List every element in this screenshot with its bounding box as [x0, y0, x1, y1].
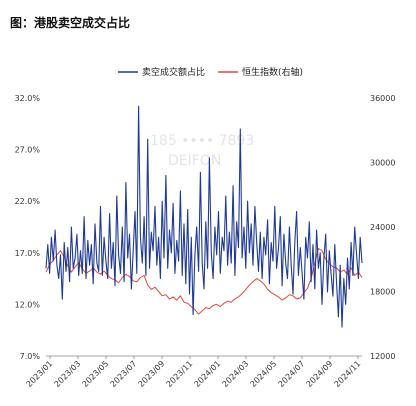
y-left-tick-label: 17.0%: [15, 249, 41, 258]
x-tick-label: 2023/09: [137, 359, 167, 389]
legend: 卖空成交额占比 恒生指数(右轴): [118, 66, 303, 78]
legend-label: 卖空成交额占比: [142, 66, 205, 78]
y-left-tick-label: 32.0%: [15, 94, 41, 103]
y-right-tick-label: 36000: [370, 94, 395, 103]
legend-label: 恒生指数(右轴): [242, 66, 303, 78]
y-right-tick-label: 18000: [370, 288, 395, 297]
watermark-text: 185 •••• 7893: [150, 133, 254, 149]
y-right-tick-label: 30000: [370, 159, 395, 168]
series-layer: [45, 105, 363, 328]
chart-title: 图：港股卖空成交占比: [10, 16, 131, 30]
watermark-text: DEIFON: [168, 153, 221, 169]
y-left-tick-label: 12.0%: [15, 300, 41, 309]
series-line-short-selling: [45, 105, 363, 328]
y-left-tick-label: 22.0%: [15, 197, 41, 206]
y-left-tick-label: 27.0%: [15, 146, 41, 155]
x-tick-label: 2024/05: [249, 359, 279, 389]
y-left-tick-label: 7.0%: [20, 352, 41, 361]
series-line-hang-seng: [45, 248, 363, 315]
x-tick-label: 2024/01: [193, 359, 223, 389]
x-tick-label: 2023/03: [53, 359, 83, 389]
x-tick-label: 2023/11: [165, 359, 195, 389]
x-tick-label: 2024/03: [221, 359, 251, 389]
y-right-tick-label: 24000: [370, 223, 395, 232]
x-tick-label: 2023/05: [81, 359, 111, 389]
x-tick-label: 2023/01: [25, 359, 55, 389]
y-right-tick-label: 12000: [370, 352, 395, 361]
x-tick-label: 2024/07: [277, 359, 307, 389]
x-tick-label: 2024/11: [333, 359, 363, 389]
x-tick-label: 2023/07: [109, 359, 139, 389]
x-tick-label: 2024/09: [305, 359, 335, 389]
